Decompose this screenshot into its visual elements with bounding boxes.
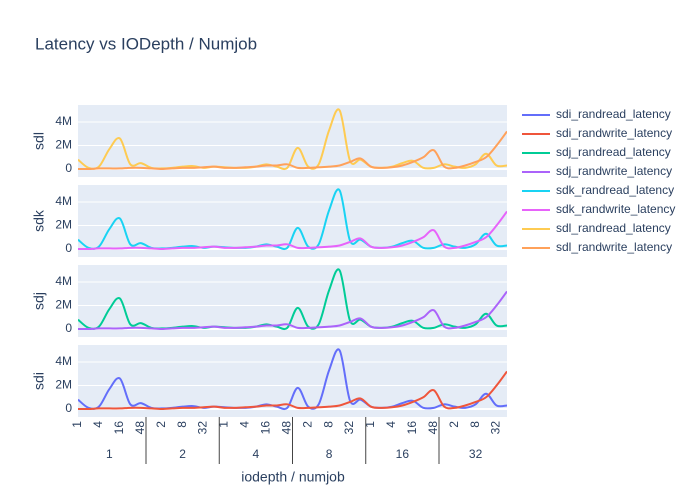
x-tick-label: 2: [300, 421, 314, 428]
x-tick-label: 32: [489, 421, 503, 435]
x-tick-label: 48: [279, 421, 293, 435]
y-tick-label: 0: [65, 241, 72, 255]
y-tick-label: 4M: [55, 114, 72, 128]
x-axis-label: iodepth / numjob: [241, 469, 345, 485]
legend-label: sdk_randwrite_latency: [556, 202, 675, 216]
y-axis-label: sdk: [31, 209, 47, 232]
series-group: [78, 108, 507, 171]
x-tick-label: 2: [447, 421, 461, 428]
legend-label: sdi_randread_latency: [556, 107, 671, 121]
x-tick-label: 16: [259, 421, 273, 435]
x-tick-label: 32: [196, 421, 210, 435]
x-tick-label: 1: [217, 421, 231, 428]
x-tick-label: 8: [468, 421, 482, 428]
legend-label: sdk_randread_latency: [556, 183, 674, 197]
x-tick-label: 16: [112, 421, 126, 435]
series-line: [78, 370, 507, 411]
y-tick-label: 2M: [55, 138, 72, 152]
y-tick-label: 4M: [55, 274, 72, 288]
x-tick-label: 1: [70, 421, 84, 428]
x-tick-label: 4: [91, 421, 105, 428]
x-tick-label: 2: [154, 421, 168, 428]
x-tick-label: 8: [175, 421, 189, 428]
x-group-label: 2: [179, 447, 186, 461]
y-tick-label: 4M: [55, 194, 72, 208]
x-tick-label: 32: [342, 421, 356, 435]
x-group-label: 8: [326, 447, 333, 461]
y-tick-label: 2M: [55, 298, 72, 312]
x-group-label: 4: [253, 447, 260, 461]
x-tick-label: 4: [238, 421, 252, 428]
y-tick-label: 2M: [55, 218, 72, 232]
legend-label: sdj_randwrite_latency: [556, 164, 672, 178]
y-axis-label: sdi: [31, 372, 47, 390]
x-tick-label: 1: [363, 421, 377, 428]
x-tick-label: 4: [384, 421, 398, 428]
x-group-label: 32: [469, 447, 483, 461]
y-tick-label: 2M: [55, 378, 72, 392]
series-line: [78, 130, 507, 171]
legend-label: sdj_randread_latency: [556, 145, 671, 159]
x-group-label: 16: [396, 447, 410, 461]
y-tick-label: 0: [65, 401, 72, 415]
x-tick-label: 16: [405, 421, 419, 435]
y-tick-label: 0: [65, 161, 72, 175]
legend-label: sdl_randread_latency: [556, 221, 671, 235]
y-axis-label: sdj: [31, 292, 47, 310]
chart-title: Latency vs IODepth / Numjob: [35, 34, 257, 53]
series-group: [78, 348, 507, 411]
series-line: [78, 290, 507, 331]
legend-label: sdi_randwrite_latency: [556, 126, 672, 140]
series-group: [78, 268, 507, 331]
series-line: [78, 210, 507, 251]
y-tick-label: 4M: [55, 354, 72, 368]
x-tick-label: 48: [133, 421, 147, 435]
y-tick-label: 0: [65, 321, 72, 335]
legend-label: sdl_randwrite_latency: [556, 240, 672, 254]
y-axis-label: sdl: [31, 132, 47, 150]
series-group: [78, 188, 507, 251]
x-group-label: 1: [106, 447, 113, 461]
x-tick-label: 48: [426, 421, 440, 435]
x-tick-label: 8: [321, 421, 335, 428]
